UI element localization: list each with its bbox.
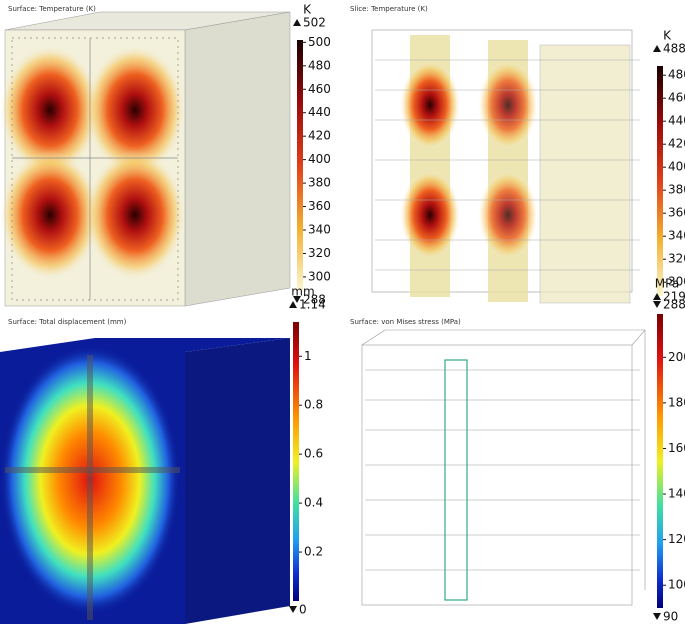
colorbar-tick-label: 320 (308, 246, 331, 260)
max-marker (293, 19, 301, 26)
colorbar-tick-label: 1 (304, 349, 312, 363)
colorbar-tick-label: 460 (668, 91, 685, 105)
render-temperature (0, 11, 291, 307)
colorbar-max: 1.14 (299, 298, 326, 312)
colorbar-tick-label: 380 (308, 176, 331, 190)
panel-title: Surface: von Mises stress (MPa) (350, 318, 461, 326)
max-marker (653, 45, 661, 52)
colorbar-tick-label: 0.6 (304, 447, 323, 461)
panel-title: Slice: Temperature (K) (350, 5, 428, 13)
colorbar-tick-label: 420 (668, 137, 685, 151)
colorbar (657, 314, 663, 608)
colorbar-min: 0 (299, 603, 307, 617)
colorbar-tick-label: 440 (668, 114, 685, 128)
panel-title: Surface: Total displacement (mm) (8, 318, 127, 326)
colorbar-tick-label: 340 (308, 223, 331, 237)
colorbar-tick-label: 480 (668, 68, 685, 82)
min-marker (293, 296, 301, 303)
colorbar-tick-label: 120 (668, 532, 685, 546)
colorbar-tick-label: 300 (308, 269, 331, 283)
colorbar-tick-label: 360 (668, 206, 685, 220)
colorbar-tick-label: 400 (308, 152, 331, 166)
min-marker (653, 613, 661, 620)
colorbar-max: 219 (663, 290, 685, 304)
colorbar-tick-label: 160 (668, 441, 685, 455)
colorbar-tick-label: 380 (668, 183, 685, 197)
render-displacement (0, 338, 290, 624)
panel-title: Surface: Temperature (K) (8, 5, 96, 13)
colorbar-max: 502 (303, 16, 326, 30)
colorbar-tick-label: 100 (668, 578, 685, 592)
colorbar (297, 40, 303, 291)
colorbar-unit: MPa (655, 277, 679, 291)
max-marker (653, 293, 661, 300)
colorbar-tick-label: 500 (308, 35, 331, 49)
colorbar-max: 488 (663, 42, 685, 56)
colorbar-tick-label: 300 (668, 275, 685, 289)
colorbar-tick-label: 400 (668, 160, 685, 174)
colorbar-min: 288 (303, 293, 326, 307)
colorbar-tick-label: 360 (308, 199, 331, 213)
colorbar-tick-label: 0.8 (304, 398, 323, 412)
colorbar-unit: K (663, 29, 672, 43)
render-slice (371, 29, 640, 304)
colorbar-tick-label: 180 (668, 395, 685, 409)
min-marker (289, 606, 297, 613)
max-marker (289, 301, 297, 308)
colorbar-tick-label: 480 (308, 58, 331, 72)
colorbar-tick-label: 140 (668, 487, 685, 501)
colorbar-tick-label: 200 (668, 350, 685, 364)
colorbar-tick-label: 440 (308, 105, 331, 119)
colorbar-tick-label: 420 (308, 129, 331, 143)
colorbar-tick-label: 320 (668, 252, 685, 266)
colorbar-tick-label: 340 (668, 229, 685, 243)
colorbar (657, 66, 663, 296)
render-stress (361, 329, 646, 606)
colorbar-min: 288 (663, 298, 685, 312)
colorbar-tick-label: 0.2 (304, 545, 323, 559)
colorbar-min: 90 (663, 610, 678, 624)
colorbar-unit: K (303, 3, 312, 17)
min-marker (653, 301, 661, 308)
colorbar-tick-label: 460 (308, 82, 331, 96)
colorbar-tick-label: 0.4 (304, 496, 323, 510)
colorbar-unit: mm (291, 285, 314, 299)
colorbar (293, 322, 299, 601)
